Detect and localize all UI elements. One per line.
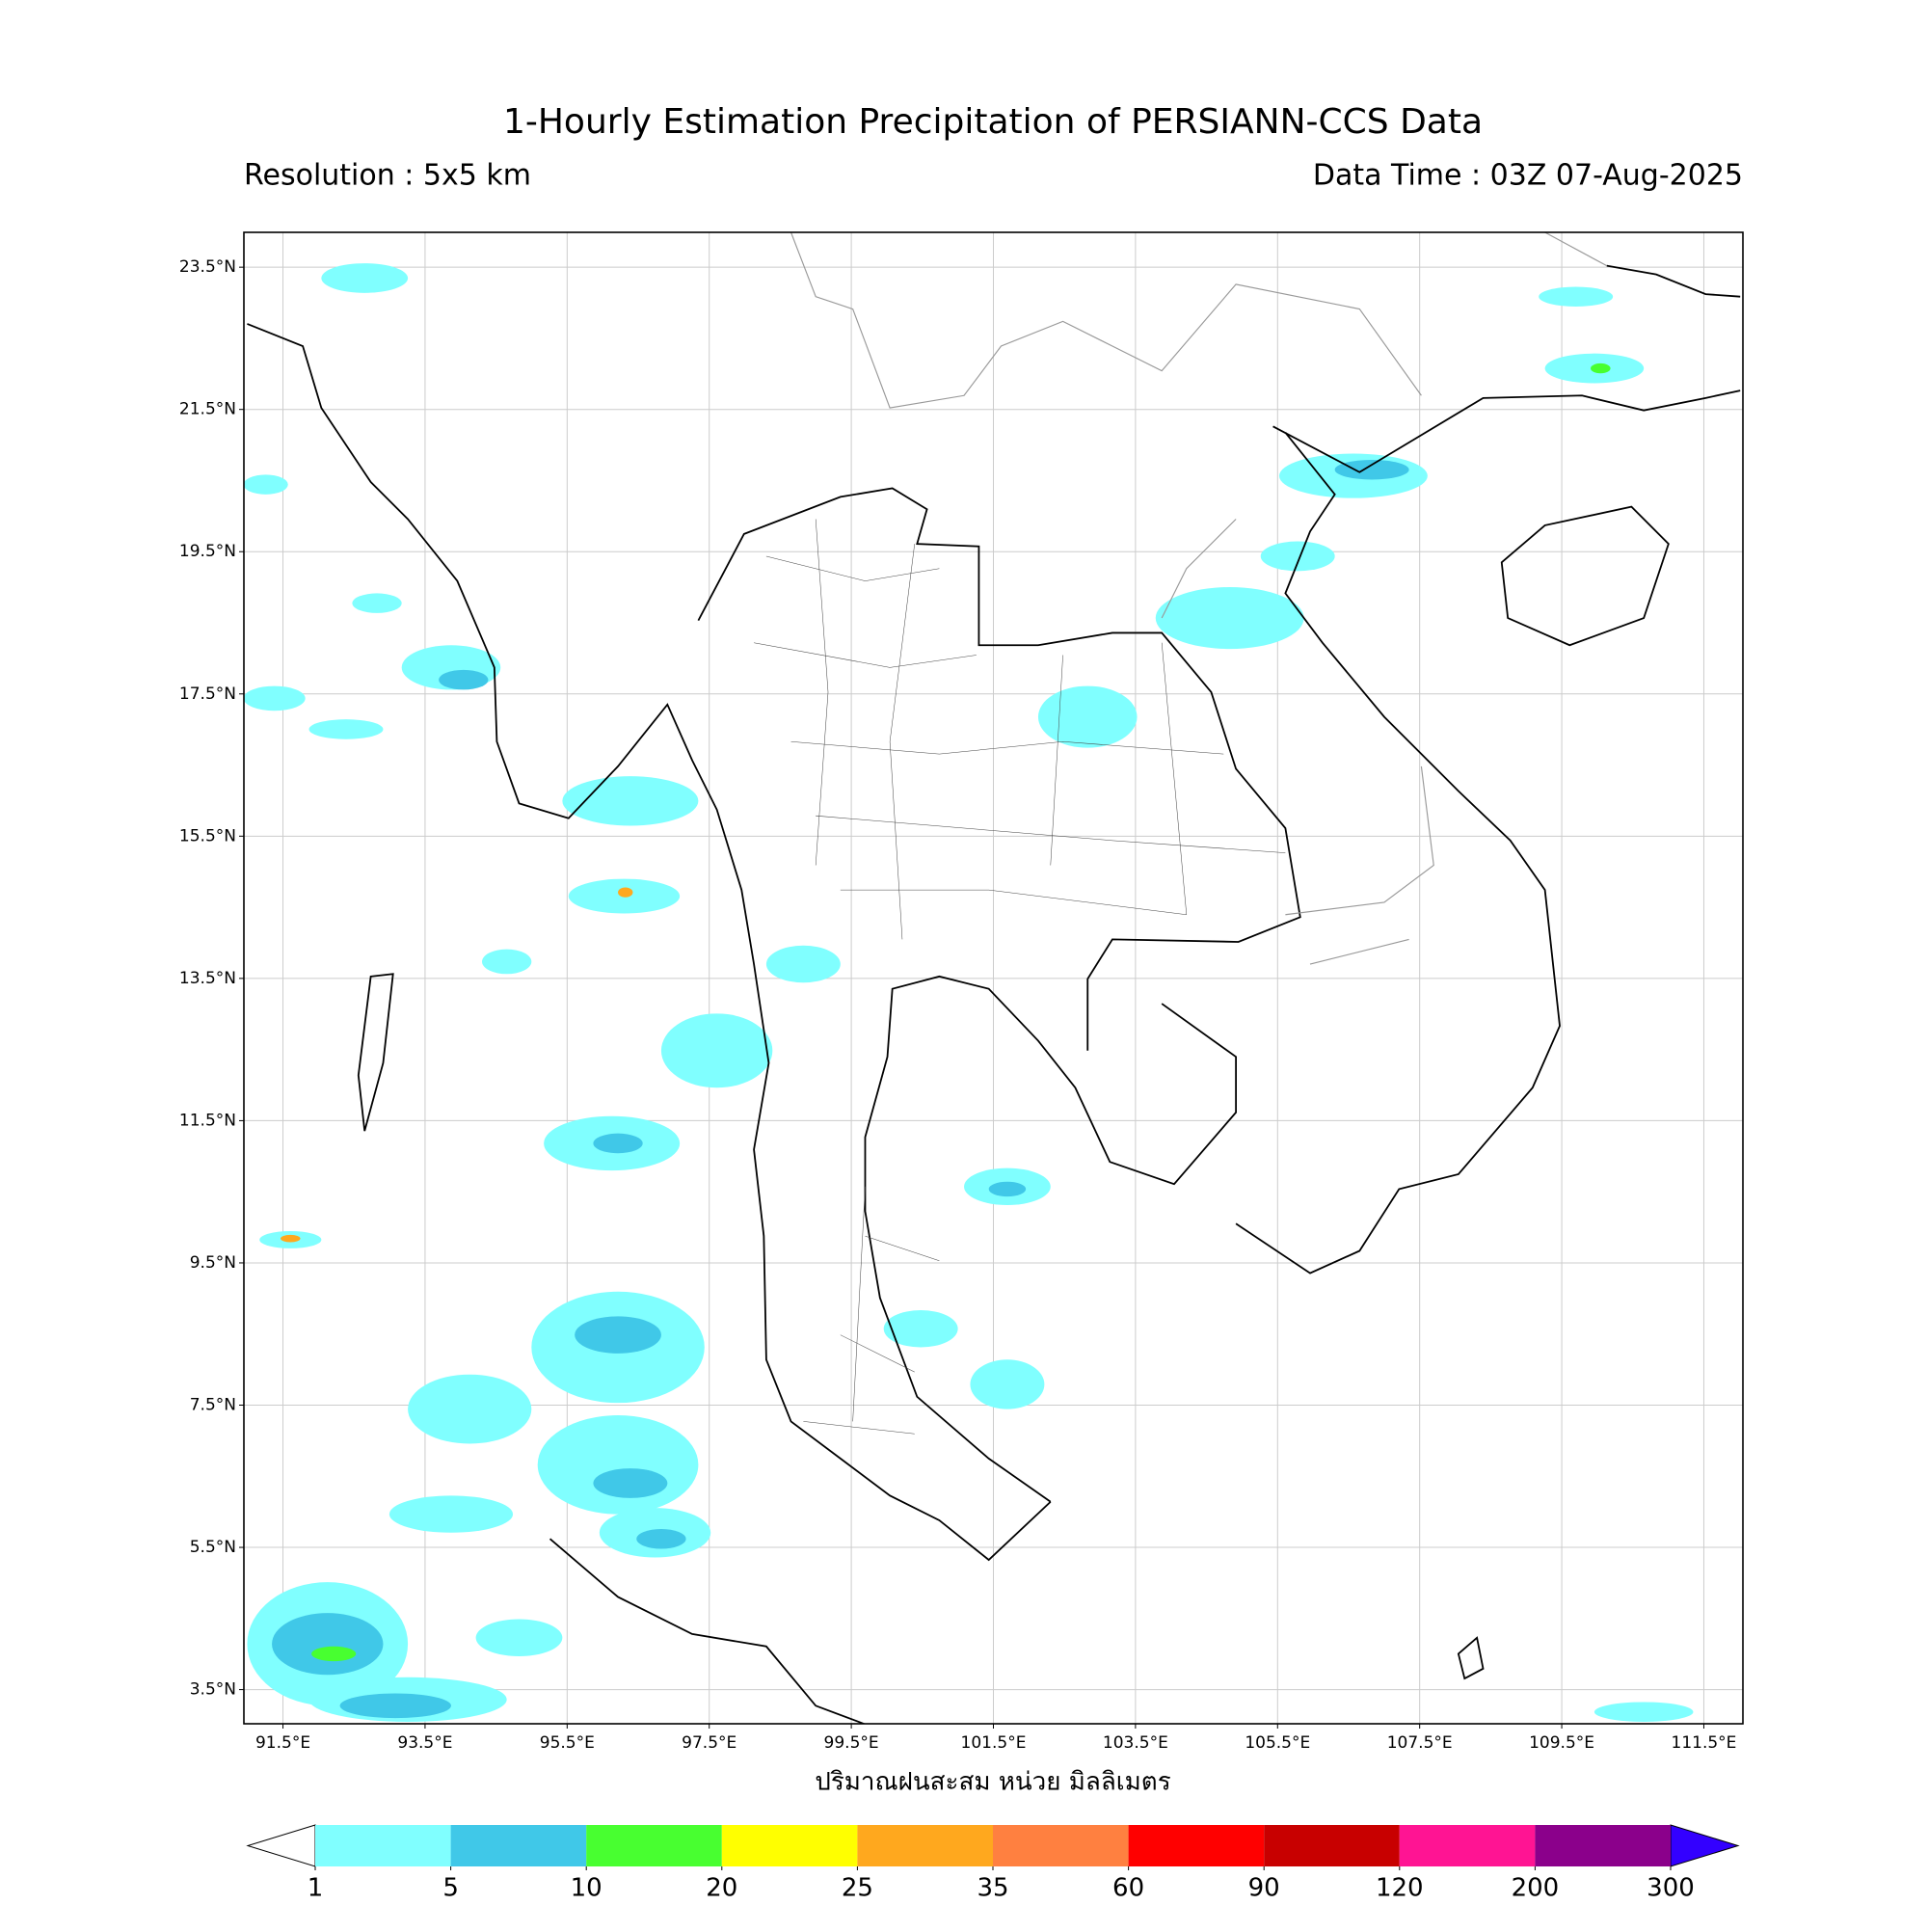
lon-tick-label: 91.5°E <box>255 1733 310 1753</box>
map-layers <box>244 232 1741 1724</box>
lon-tick-label: 95.5°E <box>540 1733 595 1753</box>
resolution: Resolution : 5x5 km <box>244 159 531 193</box>
lat-tick-label: 9.5°N <box>190 1253 236 1273</box>
colorbar-under <box>246 1824 316 1867</box>
lat-tick-label: 7.5°N <box>190 1396 236 1415</box>
coastlines <box>247 264 1741 1724</box>
lat-tick-label: 13.5°N <box>179 969 236 988</box>
colorbar: 1 5 10 20 25 35 60 90 120 200 300 <box>246 1824 1740 1903</box>
colorbar-segment <box>1128 1825 1265 1866</box>
colorbar-segment <box>857 1825 993 1866</box>
colorbar-segment <box>993 1825 1129 1866</box>
colorbar-segment <box>1264 1825 1400 1866</box>
lat-tick-label: 5.5°N <box>190 1538 236 1557</box>
data-time: Data Time : 03Z 07-Aug-2025 <box>1313 159 1743 193</box>
lat-tick-label: 3.5°N <box>190 1680 236 1700</box>
colorbar-over <box>1670 1824 1740 1867</box>
lat-tick-label: 15.5°N <box>179 826 236 845</box>
lat-tick-label: 23.5°N <box>179 257 236 277</box>
colorbar-label: 60 <box>1112 1874 1144 1903</box>
colorbar-segment <box>450 1825 587 1866</box>
lon-tick-label: 97.5°E <box>682 1733 736 1753</box>
lon-tick-label: 93.5°E <box>397 1733 452 1753</box>
lon-tick-label: 107.5°E <box>1387 1733 1453 1753</box>
lon-tick-label: 111.5°E <box>1672 1733 1737 1753</box>
colorbar-segment <box>586 1825 722 1866</box>
lon-tick-label: 109.5°E <box>1529 1733 1594 1753</box>
lat-tick-label: 21.5°N <box>179 400 236 419</box>
colorbar-label: 1 <box>308 1874 324 1903</box>
colorbar-label: 25 <box>842 1874 873 1903</box>
colorbar-label: 5 <box>442 1874 459 1903</box>
lat-tick-label: 11.5°N <box>179 1111 236 1130</box>
borders <box>697 232 1608 1435</box>
lon-tick-label: 105.5°E <box>1245 1733 1310 1753</box>
colorbar-label: 300 <box>1647 1874 1695 1903</box>
colorbar-label: 120 <box>1376 1874 1424 1903</box>
title: 1-Hourly Estimation Precipitation of PER… <box>503 102 1483 142</box>
lat-tick-label: 19.5°N <box>179 542 236 561</box>
colorbar-segment <box>1399 1825 1536 1866</box>
colorbar-label: 20 <box>706 1874 737 1903</box>
colorbar-label: 90 <box>1248 1874 1280 1903</box>
lon-tick-label: 99.5°E <box>824 1733 879 1753</box>
colorbar-label: 35 <box>977 1874 1008 1903</box>
colorbar-label: 200 <box>1512 1874 1560 1903</box>
colorbar-segment <box>721 1825 858 1866</box>
x-label: ปริมาณฝนสะสม หน่วย มิลลิเมตร <box>815 1768 1170 1797</box>
colorbar-segment <box>315 1825 451 1866</box>
precipitation <box>244 263 1694 1722</box>
lon-tick-label: 101.5°E <box>961 1733 1027 1753</box>
lat-tick-label: 17.5°N <box>179 684 236 704</box>
lon-tick-label: 103.5°E <box>1103 1733 1168 1753</box>
colorbar-segment <box>1535 1825 1671 1866</box>
colorbar-label: 10 <box>571 1874 602 1903</box>
